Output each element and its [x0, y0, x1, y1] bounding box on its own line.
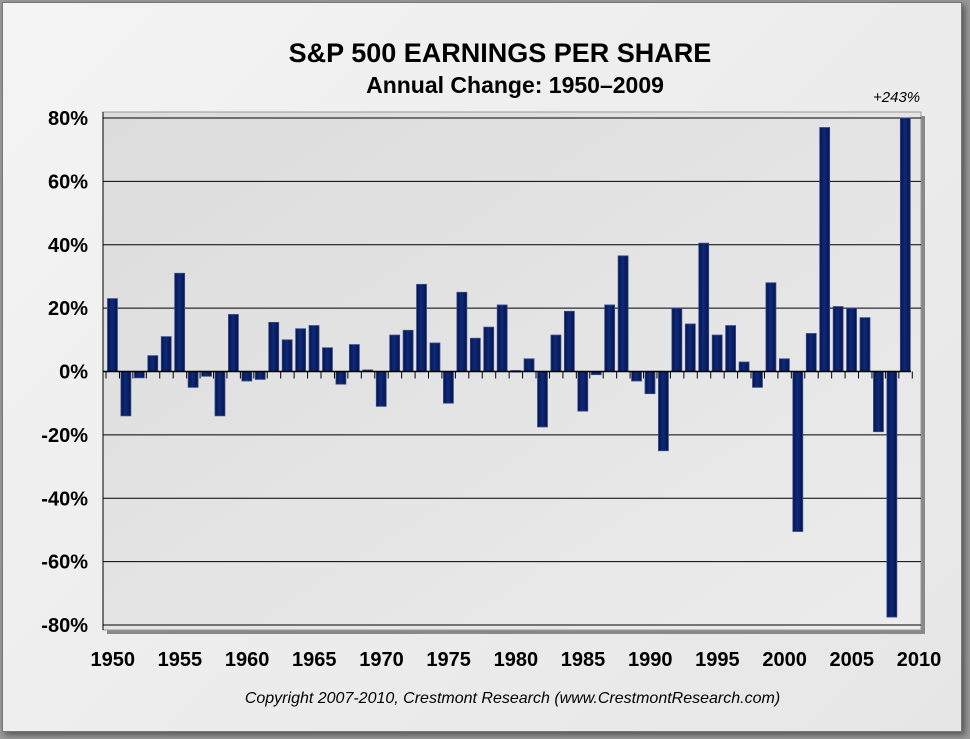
bar-1964 [295, 328, 306, 372]
bar-1990 [644, 371, 656, 395]
y-tick-label: 60% [48, 171, 88, 193]
bar-2007 [873, 371, 884, 433]
bar-1970 [375, 371, 387, 407]
bar-1960 [241, 371, 253, 382]
bar-1991 [658, 371, 669, 452]
bar-1959 [228, 314, 239, 372]
y-tick-label: -20% [41, 425, 88, 447]
bar-1973 [416, 283, 427, 372]
bar-1958 [214, 371, 226, 417]
bar-1961 [254, 371, 266, 380]
y-tick-label: -80% [41, 615, 88, 637]
x-tick-label: 1990 [628, 649, 673, 671]
bar-1966 [322, 347, 333, 372]
bar-1953 [147, 355, 159, 372]
bar-1983 [550, 334, 562, 372]
x-tick-label: 1985 [561, 649, 606, 671]
chart-title: S&P 500 EARNINGS PER SHARE [288, 38, 712, 68]
bar-1998 [752, 371, 763, 388]
x-tick-label: 2005 [830, 649, 875, 671]
x-tick-label: 1955 [158, 649, 203, 671]
bar-2003 [819, 127, 831, 372]
y-tick-label: 20% [48, 298, 88, 320]
x-tick-label: 2000 [762, 649, 807, 671]
x-tick-label: 1970 [359, 649, 404, 671]
bar-1971 [389, 334, 401, 372]
x-tick-label: 1965 [292, 649, 337, 671]
bar-1976 [456, 291, 468, 372]
x-tick-label: 1950 [90, 649, 135, 671]
x-tick-label: 1995 [695, 649, 740, 671]
bar-2008 [886, 371, 898, 618]
bar-1956 [187, 371, 199, 388]
bar-1968 [348, 344, 360, 372]
bar-1993 [684, 323, 696, 372]
x-tick-label: 1980 [494, 649, 539, 671]
bar-1992 [671, 307, 683, 372]
y-tick-label: 40% [48, 235, 88, 257]
bar-1952 [133, 371, 145, 379]
y-tick-label: 80% [48, 108, 88, 130]
bar-1978 [483, 326, 495, 372]
bar-1955 [174, 272, 186, 372]
bar-1975 [443, 371, 454, 404]
bar-2002 [805, 333, 817, 372]
bar-1967 [335, 371, 347, 385]
bar-1985 [577, 371, 589, 412]
chart-subtitle: Annual Change: 1950–2009 [366, 72, 664, 98]
bar-1977 [469, 337, 481, 372]
bar-1951 [120, 371, 132, 417]
y-tick-label: -60% [41, 552, 88, 574]
bar-1989 [631, 371, 642, 382]
bar-1995 [711, 334, 723, 372]
overflow-annotation: +243% [873, 89, 921, 106]
y-tick-label: -40% [41, 488, 88, 510]
bar-2004 [832, 306, 844, 372]
bar-1974 [429, 342, 441, 372]
bar-1965 [308, 325, 320, 372]
bar-1954 [160, 336, 172, 372]
bar-1997 [738, 361, 750, 372]
bar-1988 [617, 255, 629, 372]
copyright-text: Copyright 2007-2010, Crestmont Research … [244, 690, 781, 707]
bar-2001 [792, 371, 804, 532]
bar-1972 [402, 329, 414, 372]
bar-1962 [268, 321, 280, 372]
bar-1999 [765, 282, 777, 372]
x-tick-label: 1960 [225, 649, 270, 671]
bar-2000 [779, 358, 790, 372]
bar-2005 [846, 307, 857, 372]
bar-1982 [537, 371, 548, 428]
y-tick-label: 0% [59, 362, 88, 384]
bar-2009 [899, 117, 911, 372]
bar-1987 [604, 304, 616, 372]
bar-1979 [496, 304, 508, 372]
bar-1996 [725, 325, 736, 372]
bar-1984 [563, 310, 575, 372]
bar-1994 [698, 242, 710, 372]
bar-1963 [281, 339, 293, 372]
x-tick-label: 1975 [426, 649, 471, 671]
bar-1950 [107, 298, 118, 372]
bar-2006 [859, 317, 871, 372]
x-tick-label: 2010 [897, 649, 942, 671]
bar-1981 [523, 358, 535, 372]
